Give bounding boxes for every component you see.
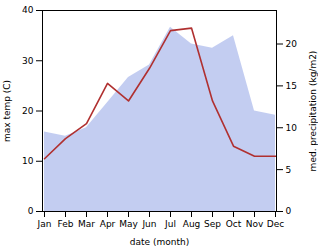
svg-text:Jun: Jun bbox=[141, 219, 156, 229]
svg-text:10: 10 bbox=[286, 123, 298, 133]
svg-text:10: 10 bbox=[22, 156, 34, 166]
svg-text:Aug: Aug bbox=[183, 219, 201, 229]
svg-text:max temp (C): max temp (C) bbox=[2, 80, 12, 142]
svg-text:Feb: Feb bbox=[58, 219, 74, 229]
svg-text:date (month): date (month) bbox=[130, 237, 189, 247]
svg-text:0: 0 bbox=[28, 206, 34, 216]
svg-text:15: 15 bbox=[286, 81, 297, 91]
svg-text:Jan: Jan bbox=[37, 219, 52, 229]
svg-text:20: 20 bbox=[22, 106, 34, 116]
svg-text:40: 40 bbox=[22, 5, 34, 15]
svg-text:30: 30 bbox=[22, 56, 34, 66]
svg-text:Nov: Nov bbox=[246, 219, 264, 229]
svg-text:Oct: Oct bbox=[226, 219, 242, 229]
svg-text:Sep: Sep bbox=[204, 219, 221, 229]
svg-text:May: May bbox=[119, 219, 138, 229]
svg-text:20: 20 bbox=[286, 39, 298, 49]
svg-text:Apr: Apr bbox=[100, 219, 116, 229]
svg-text:5: 5 bbox=[286, 165, 292, 175]
svg-text:med. precipitation (kg/m2): med. precipitation (kg/m2) bbox=[308, 51, 318, 172]
svg-text:Mar: Mar bbox=[78, 219, 95, 229]
svg-text:Dec: Dec bbox=[267, 219, 284, 229]
svg-text:0: 0 bbox=[286, 206, 292, 216]
svg-text:Jul: Jul bbox=[164, 219, 176, 229]
